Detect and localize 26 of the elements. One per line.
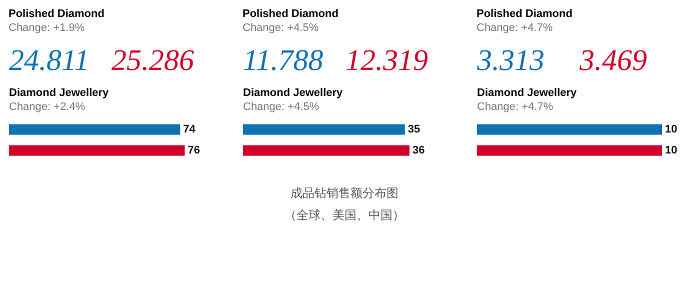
chart-title: Diamond Jewellery (477, 87, 578, 99)
data-label: 25.286 (112, 44, 194, 77)
chart-subtitle: Change: +4.7% (477, 101, 554, 113)
data-label: 12.319 (346, 44, 428, 77)
data-label: 35 (408, 124, 420, 136)
data-label: 76 (188, 144, 200, 156)
text: 成品钻销售额分布图 (290, 186, 398, 200)
text: Change: +1.9% (8, 22, 85, 34)
text: Polished Diamond (476, 8, 572, 20)
chart-title: Diamond Jewellery (9, 87, 110, 99)
text: Change: +4.5% (242, 22, 319, 34)
chart-subtitle: Change: +4.5% (243, 101, 320, 113)
data-label: 3.313 (476, 44, 544, 77)
text: （全球、美国、中国） (284, 208, 404, 222)
text: Polished Diamond (8, 8, 104, 20)
text: Polished Diamond (242, 8, 338, 20)
chart-subtitle: Change: +2.4% (9, 101, 86, 113)
data-label: 36 (412, 144, 425, 156)
text: Change: +4.7% (476, 22, 553, 34)
data-label: 24.811 (9, 44, 90, 77)
data-label: 74 (183, 124, 196, 136)
data-label: 10 (665, 124, 678, 136)
data-label: 3.469 (578, 44, 647, 77)
data-label: 10 (665, 144, 678, 156)
chart-title: Diamond Jewellery (243, 87, 344, 99)
data-label: 11.788 (243, 44, 324, 77)
